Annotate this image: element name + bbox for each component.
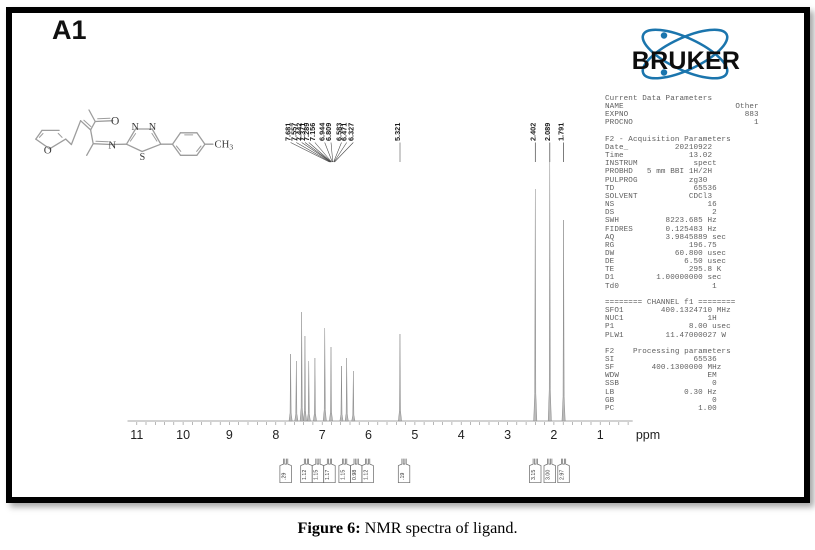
svg-text:3.00: 3.00: [546, 470, 552, 480]
svg-text:10: 10: [176, 428, 190, 442]
svg-text:6.327: 6.327: [346, 123, 355, 141]
svg-text:0.98: 0.98: [352, 470, 358, 480]
svg-text:3: 3: [504, 428, 511, 442]
svg-text:8: 8: [272, 428, 279, 442]
svg-text:1.791: 1.791: [557, 123, 566, 141]
svg-text:1.17: 1.17: [325, 470, 331, 480]
svg-text:7.156: 7.156: [308, 123, 317, 141]
svg-text:3.15: 3.15: [531, 470, 537, 480]
svg-text:1.12: 1.12: [363, 470, 369, 480]
svg-text:2.97: 2.97: [559, 470, 565, 480]
svg-text:.19: .19: [400, 473, 406, 480]
svg-text:.29: .29: [281, 473, 287, 480]
svg-text:ppm: ppm: [636, 428, 660, 442]
svg-text:1.15: 1.15: [314, 470, 320, 480]
svg-text:2.089: 2.089: [543, 123, 552, 141]
svg-text:5: 5: [411, 428, 418, 442]
svg-text:4: 4: [458, 428, 465, 442]
svg-text:6.809: 6.809: [324, 123, 333, 141]
svg-text:9: 9: [226, 428, 233, 442]
svg-text:11: 11: [130, 428, 143, 442]
svg-text:2.402: 2.402: [528, 123, 537, 141]
svg-text:7: 7: [319, 428, 326, 442]
svg-text:1.12: 1.12: [302, 470, 308, 480]
svg-text:1.15: 1.15: [340, 470, 346, 480]
svg-text:2: 2: [550, 428, 557, 442]
svg-text:5.321: 5.321: [393, 123, 402, 141]
svg-text:6: 6: [365, 428, 372, 442]
svg-text:1: 1: [597, 428, 604, 442]
